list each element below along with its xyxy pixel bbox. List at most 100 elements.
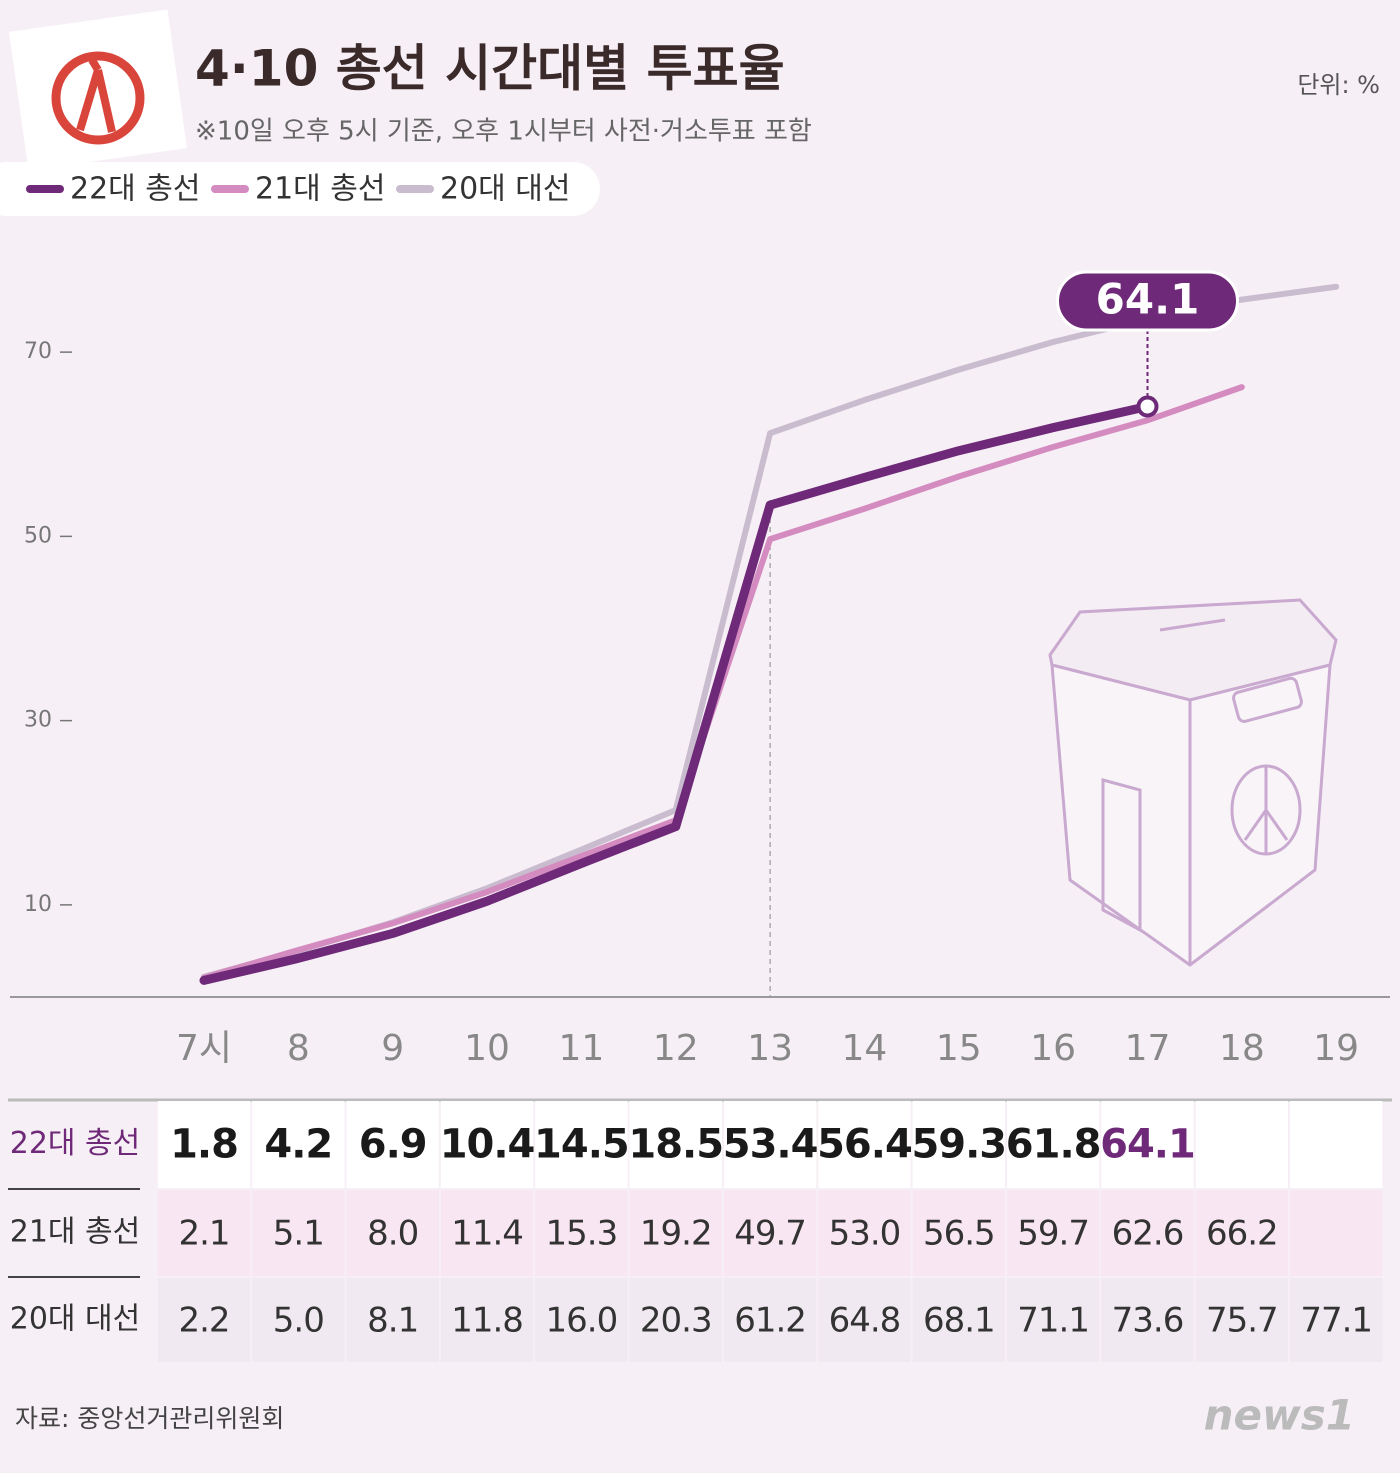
x-tick-label: 15	[936, 1028, 982, 1069]
y-tick-label: 70	[24, 339, 52, 364]
table-cell	[440, 1190, 534, 1276]
table-value: 19.2	[640, 1214, 712, 1254]
table-value: 66.2	[1206, 1214, 1278, 1254]
highlight-point	[1136, 395, 1159, 418]
table-cell	[723, 1278, 817, 1362]
table-cell	[252, 1101, 345, 1188]
table-value: 5.0	[273, 1301, 324, 1341]
table-cell	[1006, 1190, 1100, 1276]
table-value: 14.5	[534, 1122, 629, 1168]
row-label: 21대 총선	[10, 1215, 141, 1250]
x-tick-label: 11	[558, 1028, 604, 1069]
logo-emblem	[9, 9, 187, 171]
table-cell	[346, 1278, 439, 1362]
table-cell	[1101, 1278, 1194, 1362]
table-cell	[1006, 1278, 1100, 1362]
legend-label: 20대 대선	[440, 172, 571, 207]
legend-label: 22대 총선	[70, 172, 201, 207]
table-cell	[912, 1101, 1005, 1188]
table-cell	[723, 1190, 817, 1276]
table-cell	[1101, 1101, 1194, 1188]
table-value: 53.0	[829, 1214, 901, 1254]
table-value: 6.9	[359, 1122, 427, 1168]
table-value: 2.2	[178, 1301, 229, 1341]
table-value: 56.4	[817, 1122, 912, 1168]
table-value: 4.2	[264, 1122, 332, 1168]
table-value: 71.1	[1017, 1301, 1089, 1341]
table-value: 61.8	[1006, 1122, 1101, 1168]
table-cell	[818, 1190, 911, 1276]
table-value: 68.1	[923, 1301, 995, 1341]
x-tick-label: 7시	[176, 1028, 232, 1069]
table-cell	[912, 1190, 1005, 1276]
table-value: 77.1	[1300, 1301, 1372, 1341]
x-tick-label: 18	[1219, 1028, 1265, 1069]
table-cell	[440, 1101, 534, 1188]
x-tick-label: 9	[381, 1028, 404, 1069]
table-value: 15.3	[546, 1214, 618, 1254]
table-value: 18.5	[628, 1122, 723, 1168]
table-value: 8.1	[367, 1301, 418, 1341]
x-tick-label: 19	[1313, 1028, 1359, 1069]
logo-text: news1	[1204, 1391, 1355, 1440]
table-value: 8.0	[367, 1214, 418, 1254]
y-tick-label: 30	[24, 708, 52, 733]
table-cell	[912, 1278, 1005, 1362]
table-value: 64.1	[1100, 1122, 1195, 1168]
unit: 단위: %	[1297, 71, 1380, 99]
table-value: 10.4	[440, 1122, 535, 1168]
table-cell	[252, 1190, 345, 1276]
subtitle: ※10일 오후 5시 기준, 오후 1시부터 사전·거소투표 포함	[195, 117, 812, 147]
x-tick-label: 17	[1125, 1028, 1171, 1069]
table-cell	[535, 1190, 628, 1276]
table-cell	[1290, 1190, 1383, 1276]
table-cell	[1290, 1278, 1383, 1362]
x-tick-label: 14	[842, 1028, 888, 1069]
table-cell	[1101, 1190, 1194, 1276]
table-value: 1.8	[170, 1122, 238, 1168]
table-value: 5.1	[273, 1214, 324, 1254]
table-cell	[1290, 1101, 1383, 1188]
table-cell	[1006, 1101, 1100, 1188]
callout-box	[1056, 270, 1239, 332]
table-cell	[1195, 1101, 1289, 1188]
y-tick-label: 50	[24, 523, 52, 548]
table-value: 62.6	[1112, 1214, 1184, 1254]
table-cell	[1195, 1190, 1289, 1276]
table-value: 59.7	[1017, 1214, 1089, 1254]
x-tick-label: 10	[464, 1028, 510, 1069]
table-cell	[629, 1278, 722, 1362]
table-cell	[157, 1190, 251, 1276]
ballot-box	[1048, 598, 1338, 967]
table-value: 56.5	[923, 1214, 995, 1254]
table-value: 49.7	[734, 1214, 806, 1254]
x-tick-label: 13	[747, 1028, 793, 1069]
table-cell	[440, 1278, 534, 1362]
series-line	[199, 401, 1152, 985]
table-cell	[535, 1278, 628, 1362]
y-tick-label: 10	[24, 892, 52, 917]
table-value: 11.4	[451, 1214, 523, 1254]
table-value: 2.1	[178, 1214, 229, 1254]
table-cell	[346, 1101, 439, 1188]
table-cell	[1195, 1278, 1289, 1362]
table-value: 16.0	[546, 1301, 618, 1341]
x-tick-label: 12	[653, 1028, 699, 1069]
row-label: 20대 대선	[10, 1302, 141, 1337]
table-value: 11.8	[451, 1301, 523, 1341]
title: 4·10 총선 시간대별 투표율	[195, 40, 785, 98]
table-value: 73.6	[1112, 1301, 1184, 1341]
source: 자료: 중앙선거관리위원회	[15, 1404, 284, 1433]
legend-label: 21대 총선	[255, 172, 386, 207]
table-cell	[157, 1101, 251, 1188]
table-value: 53.4	[723, 1122, 818, 1168]
table-value: 64.8	[829, 1301, 901, 1341]
x-tick-label: 16	[1030, 1028, 1076, 1069]
table-value: 61.2	[734, 1301, 806, 1341]
table-cell	[818, 1278, 911, 1362]
table-cell	[346, 1190, 439, 1276]
table-cell	[818, 1101, 911, 1188]
legend-box	[0, 162, 600, 216]
table-cell	[629, 1101, 722, 1188]
